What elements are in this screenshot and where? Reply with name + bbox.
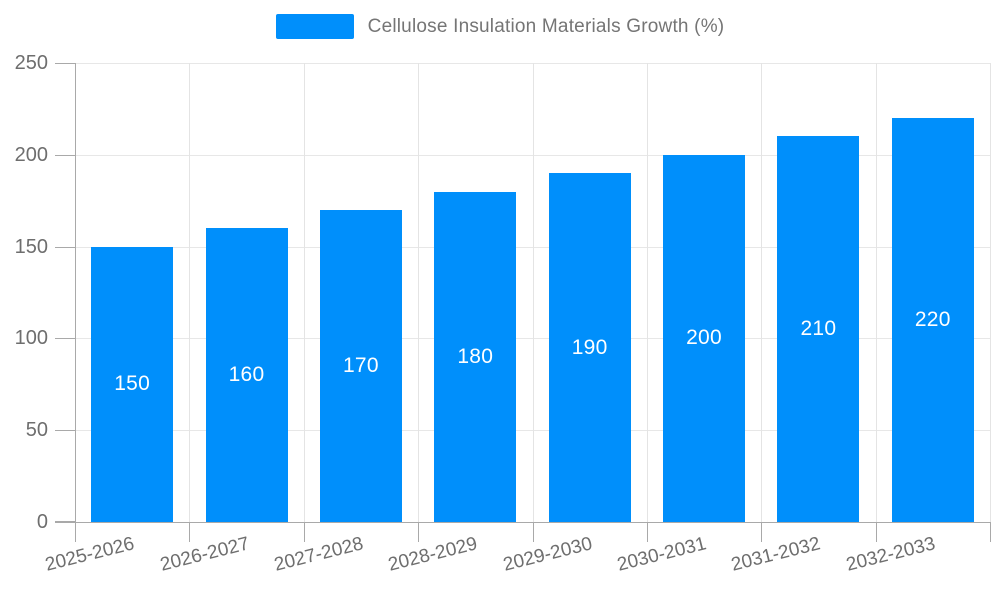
x-axis-tick bbox=[532, 522, 534, 542]
bar-value-label: 190 bbox=[571, 335, 608, 359]
bar[interactable]: 180 bbox=[434, 191, 517, 522]
bar-value-label: 180 bbox=[457, 344, 494, 368]
vertical-gridline bbox=[189, 63, 191, 522]
bar-value-label: 200 bbox=[686, 326, 723, 350]
bar-value-label: 160 bbox=[228, 363, 265, 387]
vertical-gridline bbox=[990, 63, 991, 522]
x-axis-tick bbox=[646, 522, 648, 542]
x-axis-tick bbox=[875, 522, 877, 542]
y-axis-tick bbox=[55, 63, 75, 64]
bar-value-label: 210 bbox=[800, 317, 837, 341]
x-axis-tick bbox=[761, 522, 763, 542]
y-axis-tick bbox=[55, 154, 75, 156]
bar[interactable]: 210 bbox=[777, 136, 860, 522]
y-axis-line bbox=[75, 63, 76, 522]
bar[interactable]: 220 bbox=[891, 118, 974, 522]
bar[interactable]: 170 bbox=[319, 209, 402, 522]
y-axis-tick bbox=[55, 430, 75, 432]
y-axis-label: 100 bbox=[14, 327, 48, 350]
legend-swatch bbox=[275, 14, 354, 39]
y-axis-label: 250 bbox=[14, 52, 48, 74]
legend-label: Cellulose Insulation Materials Growth (%… bbox=[367, 15, 725, 37]
y-axis-label: 200 bbox=[14, 143, 48, 166]
bar-value-label: 150 bbox=[114, 372, 151, 396]
x-axis-tick bbox=[418, 522, 420, 542]
y-axis-label: 50 bbox=[25, 419, 48, 442]
bar-value-label: 220 bbox=[914, 308, 951, 332]
vertical-gridline bbox=[646, 63, 648, 522]
vertical-gridline bbox=[761, 63, 763, 522]
bar-value-label: 170 bbox=[342, 353, 379, 377]
x-axis-tick bbox=[75, 522, 76, 542]
x-axis-tick bbox=[990, 522, 991, 542]
plot-area: 0 50 100 150 200 250 150 160 170 180 190 200 210 220 2… bbox=[15, 53, 991, 576]
vertical-gridline bbox=[875, 63, 877, 522]
y-axis-tick bbox=[55, 246, 75, 248]
chart-legend[interactable]: Cellulose Insulation Materials Growth (%… bbox=[0, 14, 1000, 39]
y-axis-label: 0 bbox=[36, 511, 48, 533]
bar[interactable]: 160 bbox=[205, 228, 288, 522]
x-axis-tick bbox=[303, 522, 305, 542]
bar[interactable]: 200 bbox=[663, 154, 746, 522]
y-axis-tick bbox=[55, 521, 75, 522]
x-axis-tick bbox=[189, 522, 191, 542]
y-axis-label: 150 bbox=[14, 235, 48, 258]
vertical-gridline bbox=[418, 63, 420, 522]
vertical-gridline bbox=[532, 63, 534, 522]
bar[interactable]: 190 bbox=[548, 173, 631, 522]
y-axis-tick bbox=[55, 338, 75, 340]
bar[interactable]: 150 bbox=[91, 246, 174, 522]
x-axis-line bbox=[55, 522, 990, 523]
vertical-gridline bbox=[303, 63, 305, 522]
